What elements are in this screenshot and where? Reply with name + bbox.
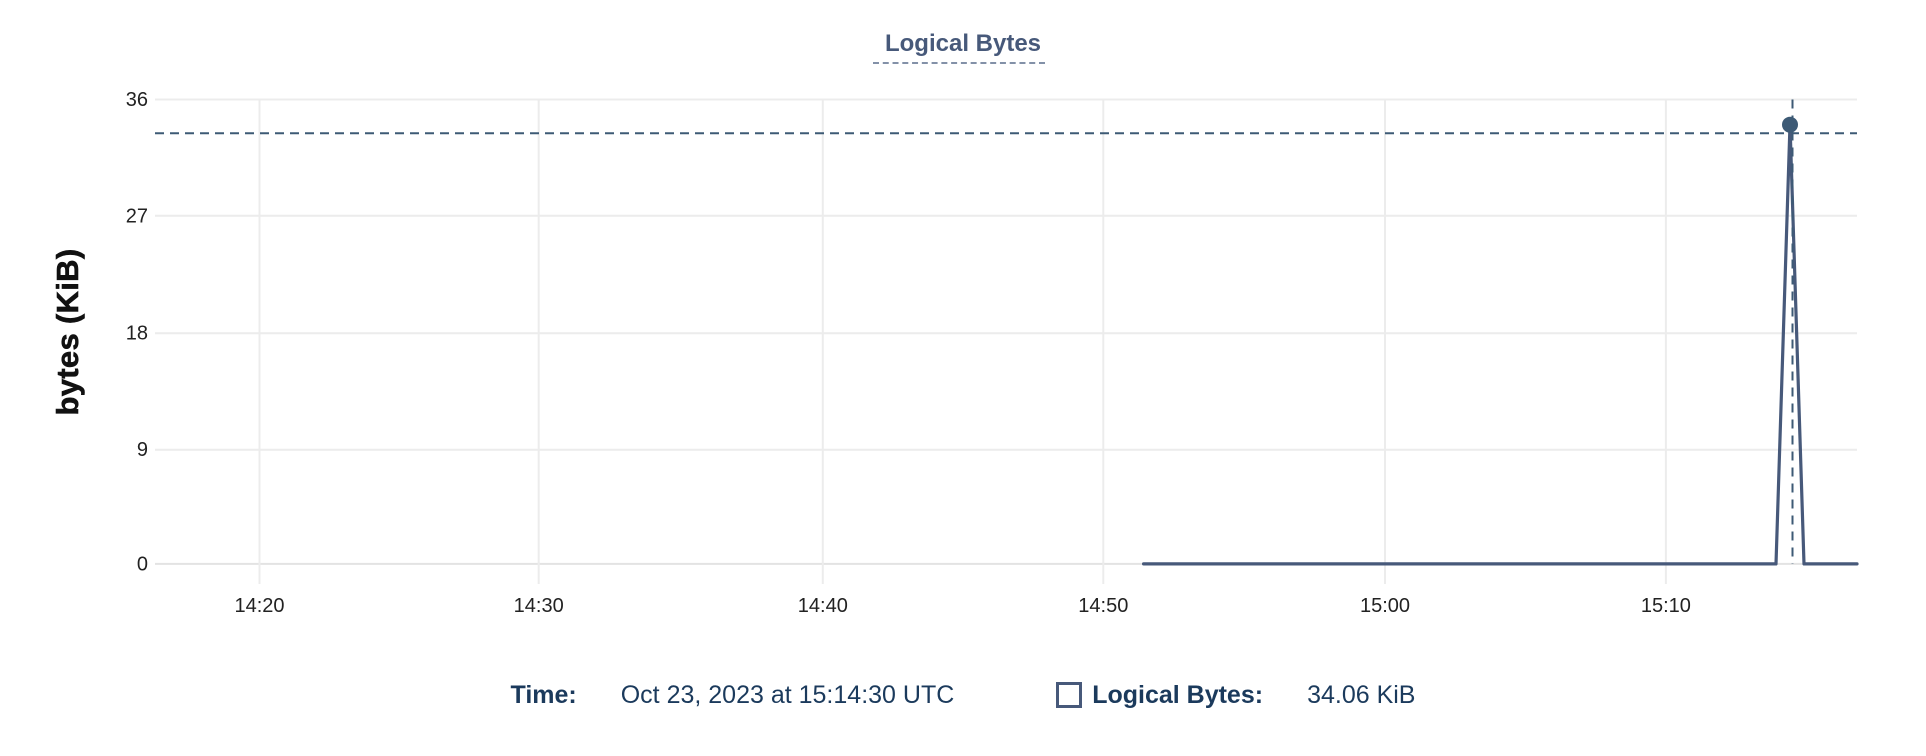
svg-text:14:50: 14:50 <box>1078 595 1128 617</box>
svg-text:14:20: 14:20 <box>234 595 284 617</box>
svg-text:15:10: 15:10 <box>1641 595 1691 617</box>
svg-text:14:30: 14:30 <box>514 595 564 617</box>
svg-text:15:00: 15:00 <box>1360 595 1410 617</box>
svg-text:14:40: 14:40 <box>798 595 848 617</box>
svg-text:36: 36 <box>126 89 148 111</box>
svg-text:18: 18 <box>126 323 148 345</box>
svg-text:9: 9 <box>137 439 148 461</box>
svg-text:0: 0 <box>137 553 148 575</box>
svg-text:27: 27 <box>126 205 148 227</box>
